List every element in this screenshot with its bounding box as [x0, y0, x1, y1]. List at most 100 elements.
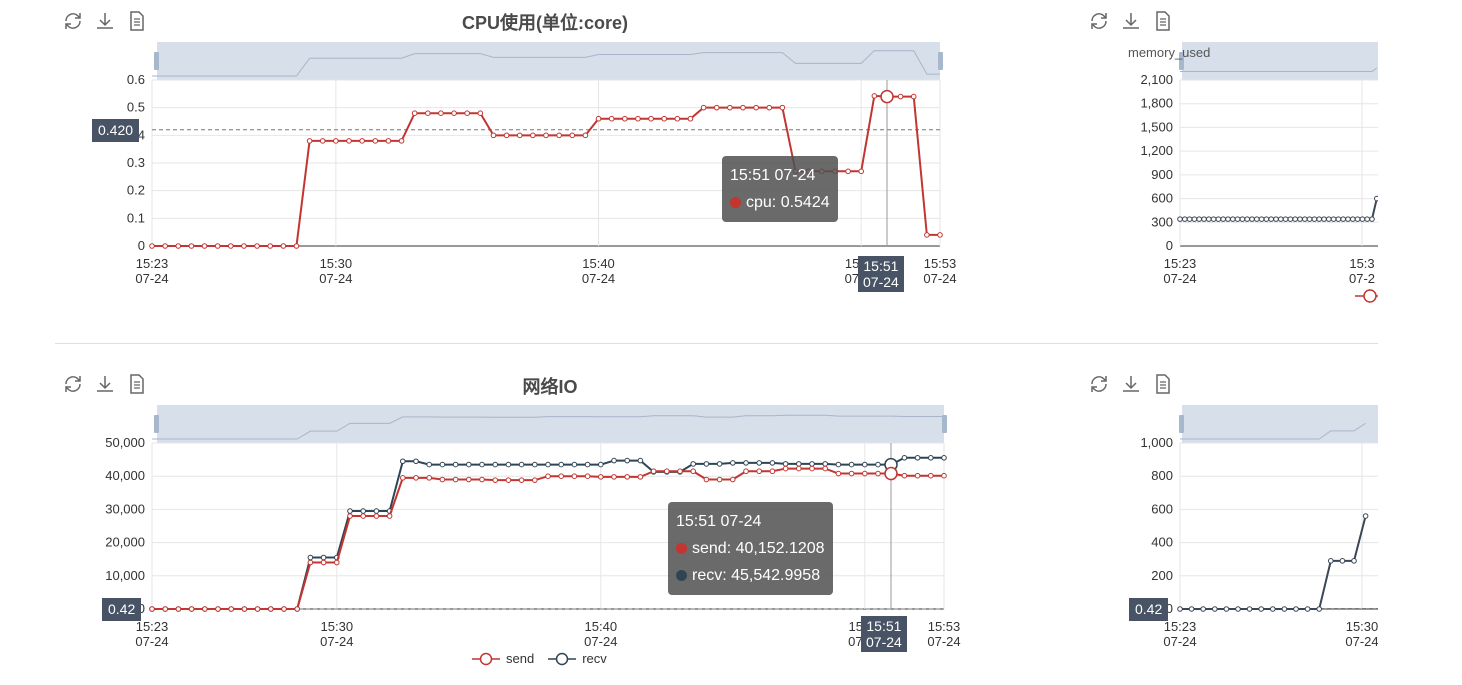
send-point: [518, 477, 525, 483]
recv-legend-icon: [548, 652, 577, 665]
data-view-icon[interactable]: [1152, 10, 1174, 32]
send-series-dot: [676, 543, 687, 554]
recv-point: [928, 454, 934, 461]
recv-point: [545, 461, 551, 468]
send-point: [188, 606, 195, 612]
y-tick-label: 0.2: [127, 183, 145, 198]
send-legend-label[interactable]: send: [506, 651, 535, 666]
recv-point: [835, 461, 842, 468]
memory_used-point: [1234, 216, 1241, 222]
series-point: [1270, 606, 1276, 612]
cpu-point: [871, 93, 878, 99]
y-tick-label: 0: [138, 601, 145, 616]
cpu-point: [674, 115, 681, 122]
send-point: [294, 606, 301, 612]
recv-point: [347, 508, 353, 514]
memory_used-point: [1210, 216, 1217, 222]
cpu-point: [254, 243, 260, 249]
cpu-point: [398, 138, 405, 144]
cpu-point: [924, 232, 930, 238]
x-tick-label: 07-24: [1345, 634, 1378, 649]
x-tick-label: 07-24: [582, 271, 615, 286]
refresh-icon[interactable]: [62, 373, 84, 395]
recv-point: [690, 461, 697, 467]
cpu-point: [648, 115, 654, 122]
cpu-tooltip-header: 15:51 07-24: [730, 167, 816, 184]
download-icon[interactable]: [1120, 373, 1142, 395]
refresh-icon[interactable]: [1088, 373, 1110, 395]
recv-point: [532, 461, 538, 468]
memory_used-point: [1249, 216, 1255, 222]
send-point: [690, 468, 697, 475]
memory_used-point: [1239, 216, 1246, 222]
data-view-icon[interactable]: [126, 10, 148, 32]
cpu-point: [516, 132, 523, 139]
send-point: [439, 476, 446, 483]
cpu-point: [700, 104, 707, 111]
network-tooltip-row-send: send: 40,152.1208: [676, 535, 825, 562]
memory_used-point: [1287, 216, 1294, 222]
zoom-preview-line: [1180, 67, 1378, 72]
send-point: [901, 472, 908, 479]
data-view-icon[interactable]: [126, 373, 148, 395]
y-tick-label: 300: [1151, 214, 1173, 229]
y-tick-label: 0.1: [127, 210, 145, 225]
send-point: [149, 606, 155, 612]
send-point: [796, 465, 802, 472]
memory-chart[interactable]: 0 300 600 900 1,200 1,500 1,800 2,100 15:2307-24…: [1000, 0, 1378, 335]
recv-point: [716, 461, 723, 467]
cpu-chart-title: CPU使用(单位:core): [461, 13, 628, 33]
cpu-point: [333, 138, 339, 144]
memory_used-point: [1340, 216, 1347, 222]
memory_used-point: [1263, 216, 1270, 222]
series-point: [1258, 606, 1265, 612]
download-icon[interactable]: [94, 373, 116, 395]
send-point: [941, 472, 947, 479]
network-pointer-time: 15:51: [866, 618, 902, 634]
memory_used-point: [1206, 216, 1212, 222]
download-icon[interactable]: [1120, 10, 1142, 32]
zoom-handle-left: [1179, 52, 1184, 70]
x-tick-label: 15:53: [928, 619, 961, 634]
recv-point: [584, 461, 591, 468]
cpu-point: [464, 110, 471, 116]
send-point: [769, 468, 776, 475]
cpu-point: [438, 110, 444, 116]
refresh-icon[interactable]: [62, 10, 84, 32]
zoom-handle-left: [154, 52, 159, 70]
y-tick-label: 0.5: [127, 100, 145, 115]
memory_used-point: [1345, 216, 1351, 222]
memory_used-point: [1292, 216, 1299, 222]
series-point: [1177, 606, 1183, 612]
cpu-chart[interactable]: 00.10.20.30.40.50.615:2307-2415:3007-241…: [0, 0, 1000, 335]
zoom-slider-bg: [157, 405, 944, 443]
data-view-icon[interactable]: [1152, 373, 1174, 395]
series-point: [1246, 606, 1253, 612]
memory_used-point: [1297, 216, 1303, 222]
cpu-point: [556, 132, 562, 139]
zoom-handle-left: [1179, 415, 1184, 433]
network-chart-title: 网络IO: [522, 377, 578, 397]
network-chart[interactable]: 010,00020,00030,00040,00050,00015:2307-2…: [0, 345, 1000, 685]
x-tick-label: 07-24: [584, 634, 617, 649]
send-point: [202, 606, 208, 612]
memory_used-point: [1364, 216, 1371, 222]
cpu-point: [201, 243, 208, 249]
y-tick-label: 50,000: [105, 435, 145, 450]
cpu-point: [385, 138, 392, 144]
memory-toolbar: [1088, 10, 1174, 32]
send-point: [584, 473, 591, 479]
recv-point: [505, 461, 512, 468]
cpu-highlight-point: [880, 89, 894, 104]
recv-point: [320, 554, 327, 561]
fourth-chart-panel: 0 200 400 600 800 1,000 15:23 07-24 15:30 07-24 0…: [1000, 345, 1378, 685]
x-tick-label: 15:30: [1346, 619, 1378, 634]
recv-legend-label[interactable]: recv: [582, 651, 607, 666]
download-icon[interactable]: [94, 10, 116, 32]
y-tick-label: 20,000: [105, 535, 145, 550]
zoom-preview-line: [152, 50, 940, 77]
cpu-point: [319, 138, 326, 144]
cpu-point: [595, 115, 602, 122]
refresh-icon[interactable]: [1088, 10, 1110, 32]
